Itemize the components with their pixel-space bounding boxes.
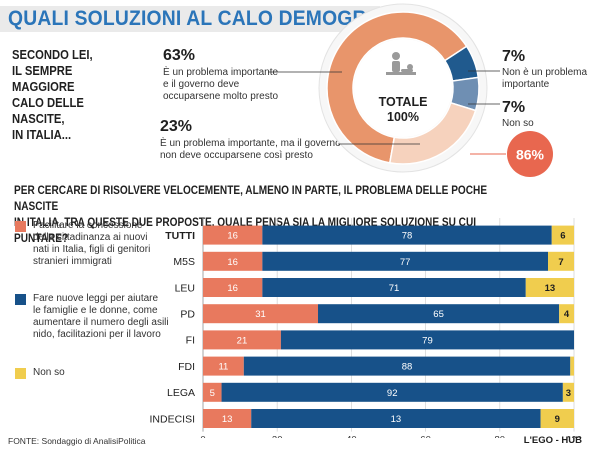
bar-fdi-family-laws (243, 356, 571, 376)
x-tick-100: 100 (566, 435, 582, 438)
bar-m5s-family-laws (262, 251, 549, 271)
bar-lega-dont-know (562, 382, 574, 402)
data-label-lega-family-laws: 92 (387, 388, 398, 399)
bar-lega-citizenship (203, 382, 222, 402)
answer-3-label: Non è un problema importante (502, 67, 588, 90)
legend-label-family-laws: Fare nuove leggi per aiutare le famiglie… (33, 293, 169, 340)
legend-swatch-citizenship (15, 221, 26, 232)
data-label-leu-citizenship: 16 (227, 283, 238, 294)
bar-indecisi-citizenship (203, 409, 252, 428)
data-label-fi-family-laws: 79 (422, 335, 433, 346)
answer-1-label: È un problema importante e il governo de… (163, 67, 279, 102)
category-label-m5s: M5S (173, 256, 195, 268)
data-label-m5s-family-laws: 77 (400, 257, 411, 268)
data-label-leu-dont-know: 13 (545, 283, 556, 294)
donut-slice-not-urgent (388, 101, 477, 165)
bar-m5s-citizenship (203, 251, 263, 271)
answer-2-label: È un problema importante, ma il governo … (160, 138, 341, 161)
category-label-tutti: TUTTI (165, 230, 195, 242)
data-label-indecisi-family-laws: 13 (391, 414, 402, 425)
baby-changing-icon (386, 52, 416, 75)
data-label-indecisi-dont-know: 9 (555, 414, 560, 425)
answer-1-percent: 63% (163, 47, 196, 64)
x-tick-40: 40 (346, 435, 357, 438)
total-badge-value: 86% (516, 147, 545, 163)
brand-logo: L'EGO - HUB (523, 435, 582, 446)
data-label-pd-family-laws: 65 (433, 309, 444, 320)
category-label-fi: FI (186, 335, 195, 347)
donut-hole (354, 39, 452, 137)
data-label-pd-dont-know: 4 (564, 309, 570, 320)
bar-tutti-dont-know (551, 225, 574, 245)
bar-leu-citizenship (203, 278, 263, 297)
x-tick-0: 0 (200, 435, 205, 438)
legend-swatch-family-laws (15, 294, 26, 305)
category-labels: TUTTI M5S LEU PD FI FDI LEGA INDECISI (149, 230, 195, 425)
x-tick-20: 20 (272, 435, 283, 438)
data-label-fi-citizenship: 21 (237, 335, 248, 346)
data-label-leu-family-laws: 71 (389, 283, 400, 294)
donut-center-label: TOTALE (379, 95, 428, 109)
bar-pd-dont-know (559, 304, 574, 324)
bar-pd-citizenship (203, 304, 319, 324)
legend-label-dont-know: Non so (33, 367, 65, 378)
bar-lega-family-laws (221, 382, 563, 402)
legend-swatch-dont-know (15, 368, 26, 379)
data-label-fdi-citizenship: 11 (218, 362, 228, 373)
category-label-fdi: FDI (178, 361, 195, 373)
bar-leu-family-laws (262, 278, 526, 297)
category-label-lega: LEGA (167, 387, 195, 399)
answer-4-percent: 7% (502, 99, 526, 116)
title-bar (0, 6, 380, 32)
bar-fdi-dont-know (570, 356, 574, 376)
page-title: QUALI SOLUZIONI AL CALO DEMOGRAFICO (8, 7, 428, 30)
bar-pd-family-laws (318, 304, 560, 324)
answer-2-percent: 23% (160, 118, 193, 135)
data-label-m5s-dont-know: 7 (558, 257, 563, 268)
donut-center-value: 100% (387, 110, 419, 124)
bar-tutti-family-laws (262, 225, 552, 245)
donut-chart: TOTALE 100% 86% (268, 3, 553, 177)
question-2: PER CERCARE DI RISOLVERE VELOCEMENTE, AL… (14, 183, 488, 245)
bar-leu-dont-know (525, 278, 574, 297)
bar-fi-citizenship (203, 330, 281, 350)
total-badge (507, 131, 553, 177)
category-label-pd: PD (180, 309, 195, 321)
data-label-tutti-dont-know: 6 (560, 231, 565, 242)
data-label-lega-dont-know: 3 (566, 388, 571, 399)
bar-indecisi-family-laws (251, 409, 541, 428)
category-label-indecisi: INDECISI (149, 413, 195, 425)
category-label-leu: LEU (175, 282, 195, 294)
x-tick-labels: 0 20 40 60 80 100 (200, 435, 582, 438)
bar-tutti-citizenship (203, 225, 263, 245)
data-label-tutti-family-laws: 78 (402, 231, 413, 242)
donut-slices (318, 3, 488, 173)
question-1: SECONDO LEI, IL SEMPRE MAGGIORE CALO DEL… (12, 48, 93, 142)
x-tick-80: 80 (495, 435, 506, 438)
bar-fi-family-laws (280, 330, 574, 350)
data-label-m5s-citizenship: 16 (227, 257, 238, 268)
data-label-fdi-family-laws: 88 (402, 362, 413, 373)
data-label-tutti-citizenship: 16 (227, 231, 238, 242)
source-note: FONTE: Sondaggio di AnalisiPolitica (8, 436, 146, 446)
answer-3-percent: 7% (502, 48, 526, 65)
data-label-lega-citizenship: 5 (210, 388, 215, 399)
bar-fdi-citizenship (203, 356, 244, 376)
donut-slice-urgent (326, 11, 468, 164)
bar-indecisi-dont-know (540, 409, 574, 428)
bar-m5s-dont-know (548, 251, 574, 271)
x-tick-60: 60 (420, 435, 431, 438)
legend-label-citizenship: Facilitare la concessione della cittadin… (33, 220, 151, 267)
answer-4-label: Non so (502, 118, 534, 129)
data-label-pd-citizenship: 31 (255, 309, 266, 320)
data-label-indecisi-citizenship: 13 (222, 414, 233, 425)
